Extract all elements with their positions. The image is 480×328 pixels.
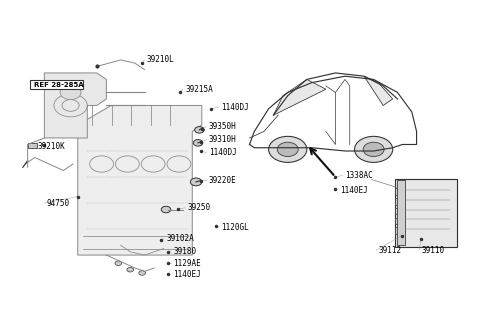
Text: 1140DJ: 1140DJ	[221, 103, 249, 112]
Circle shape	[161, 206, 171, 213]
Polygon shape	[44, 73, 107, 138]
Text: 39350H: 39350H	[209, 122, 237, 131]
Text: 39310H: 39310H	[209, 135, 237, 144]
Bar	[395, 188, 399, 195]
Circle shape	[139, 271, 145, 275]
Bar	[395, 218, 399, 224]
Polygon shape	[364, 76, 393, 106]
Circle shape	[355, 136, 393, 162]
Circle shape	[127, 267, 133, 272]
Text: 1140EJ: 1140EJ	[340, 186, 368, 195]
Circle shape	[195, 127, 204, 133]
FancyBboxPatch shape	[30, 80, 83, 89]
Text: 39220E: 39220E	[209, 176, 237, 185]
Text: 1120GL: 1120GL	[221, 223, 249, 232]
Bar	[397, 180, 405, 245]
Text: 1129AE: 1129AE	[173, 259, 201, 268]
Circle shape	[193, 140, 203, 146]
Circle shape	[269, 136, 307, 162]
Text: 1338AC: 1338AC	[345, 171, 373, 180]
Text: 39210L: 39210L	[147, 55, 175, 64]
Text: 39250: 39250	[188, 203, 211, 213]
Text: 39110: 39110	[421, 246, 444, 255]
Text: 39180: 39180	[173, 247, 196, 256]
Circle shape	[363, 142, 384, 156]
Polygon shape	[78, 106, 202, 255]
Text: 39112: 39112	[378, 246, 401, 255]
Bar	[395, 208, 399, 215]
Bar	[395, 198, 399, 205]
Polygon shape	[274, 79, 326, 115]
FancyBboxPatch shape	[395, 179, 457, 247]
Circle shape	[115, 261, 121, 265]
Text: REF 28-285A: REF 28-285A	[34, 82, 84, 88]
Text: 39215A: 39215A	[185, 85, 213, 94]
Circle shape	[277, 142, 298, 156]
Text: 1140DJ: 1140DJ	[209, 148, 237, 157]
Text: 1140EJ: 1140EJ	[173, 270, 201, 279]
Text: 94750: 94750	[47, 198, 70, 208]
Text: 39210K: 39210K	[37, 142, 65, 151]
Polygon shape	[28, 143, 37, 148]
Circle shape	[60, 85, 81, 100]
Text: 39102A: 39102A	[166, 234, 194, 243]
Circle shape	[191, 178, 202, 186]
Bar	[395, 227, 399, 234]
